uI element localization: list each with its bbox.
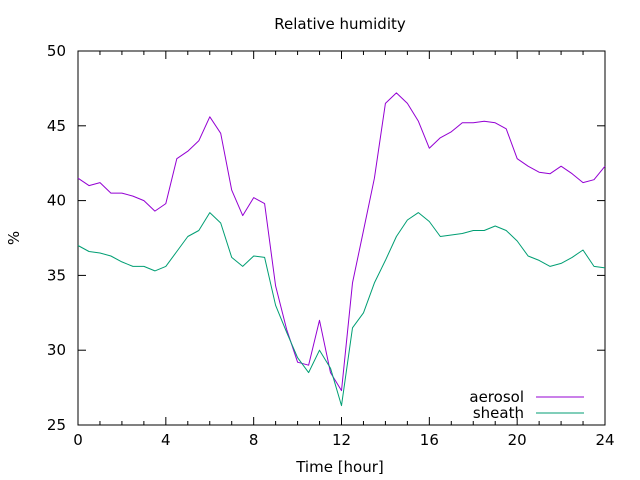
axis-ticks xyxy=(77,50,606,426)
y-tick-label: 30 xyxy=(47,341,66,359)
x-tick-label: 24 xyxy=(595,431,614,449)
legend-label-aerosol: aerosol xyxy=(469,388,524,406)
y-tick-label: 40 xyxy=(47,192,66,210)
y-tick-label: 45 xyxy=(47,117,66,135)
x-axis-tick-labels: 0 4 8 12 16 20 24 xyxy=(73,431,614,449)
x-axis-label: Time [hour] xyxy=(295,458,384,476)
plot-frame xyxy=(77,50,606,426)
legend-label-sheath: sheath xyxy=(473,404,524,422)
x-tick-label: 20 xyxy=(508,431,527,449)
x-tick-label: 0 xyxy=(73,431,83,449)
chart-title: Relative humidity xyxy=(274,15,406,33)
y-tick-label: 50 xyxy=(47,42,66,60)
series-line-aerosol xyxy=(77,92,606,392)
y-tick-label: 35 xyxy=(47,266,66,284)
y-tick-label: 25 xyxy=(47,416,66,434)
x-tick-label: 8 xyxy=(249,431,259,449)
series-line-sheath xyxy=(77,212,606,407)
x-tick-label: 16 xyxy=(420,431,439,449)
x-tick-label: 4 xyxy=(161,431,171,449)
y-axis-label: % xyxy=(5,231,23,245)
series-layer xyxy=(77,92,606,407)
y-axis-tick-labels: 25 30 35 40 45 50 xyxy=(47,42,66,434)
plot-area xyxy=(77,50,606,426)
x-tick-label: 12 xyxy=(332,431,351,449)
